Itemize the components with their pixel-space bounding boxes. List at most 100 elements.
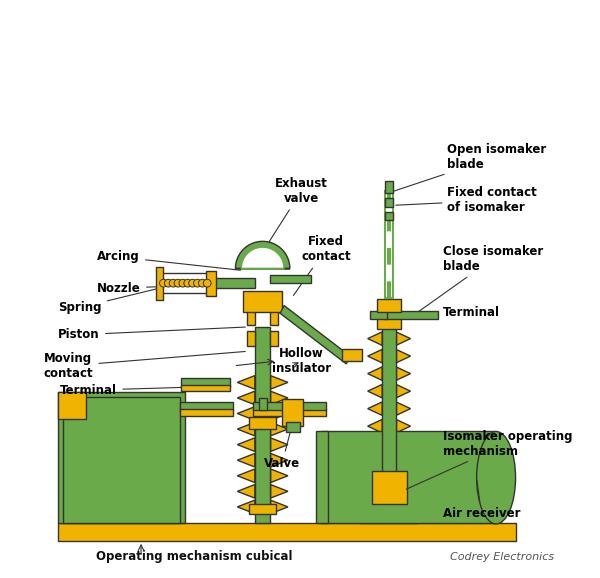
Polygon shape — [396, 384, 410, 398]
FancyBboxPatch shape — [243, 291, 282, 312]
Polygon shape — [396, 454, 410, 468]
Text: Piston: Piston — [58, 327, 245, 341]
Polygon shape — [271, 275, 311, 283]
FancyBboxPatch shape — [161, 273, 209, 293]
FancyBboxPatch shape — [255, 438, 271, 451]
Text: Nozzle: Nozzle — [97, 281, 206, 295]
Polygon shape — [280, 306, 350, 364]
Circle shape — [169, 279, 177, 287]
Polygon shape — [271, 391, 288, 405]
Text: Fixed contact
of isomaker: Fixed contact of isomaker — [396, 187, 537, 214]
Polygon shape — [271, 423, 288, 436]
FancyBboxPatch shape — [271, 309, 278, 325]
FancyBboxPatch shape — [180, 409, 233, 416]
Polygon shape — [396, 367, 410, 380]
FancyBboxPatch shape — [255, 407, 271, 420]
Text: Valve: Valve — [264, 429, 300, 469]
FancyBboxPatch shape — [206, 271, 216, 296]
Polygon shape — [238, 453, 255, 467]
FancyBboxPatch shape — [316, 431, 328, 524]
FancyBboxPatch shape — [382, 402, 396, 416]
Polygon shape — [238, 484, 255, 498]
FancyBboxPatch shape — [58, 392, 86, 420]
Polygon shape — [368, 402, 382, 416]
Polygon shape — [271, 469, 288, 483]
Circle shape — [194, 279, 202, 287]
Polygon shape — [368, 384, 382, 398]
FancyBboxPatch shape — [382, 332, 396, 346]
FancyBboxPatch shape — [360, 500, 418, 524]
FancyBboxPatch shape — [255, 405, 271, 524]
FancyBboxPatch shape — [58, 524, 515, 541]
FancyBboxPatch shape — [377, 299, 401, 312]
Polygon shape — [235, 242, 290, 269]
FancyBboxPatch shape — [286, 423, 299, 432]
Circle shape — [164, 279, 172, 287]
Polygon shape — [271, 484, 288, 498]
Circle shape — [203, 279, 211, 287]
Polygon shape — [238, 500, 255, 514]
Polygon shape — [241, 247, 284, 269]
FancyBboxPatch shape — [255, 469, 271, 483]
Polygon shape — [396, 402, 410, 416]
FancyBboxPatch shape — [255, 327, 271, 405]
Text: Hollow
insulator: Hollow insulator — [272, 347, 331, 375]
FancyBboxPatch shape — [249, 417, 276, 429]
FancyBboxPatch shape — [255, 500, 271, 514]
Polygon shape — [368, 437, 382, 450]
FancyBboxPatch shape — [385, 191, 393, 298]
Polygon shape — [271, 407, 288, 420]
FancyBboxPatch shape — [384, 312, 438, 319]
FancyBboxPatch shape — [253, 402, 326, 410]
FancyBboxPatch shape — [370, 312, 387, 319]
Text: Exhaust
valve: Exhaust valve — [269, 177, 328, 242]
Ellipse shape — [476, 432, 515, 524]
FancyBboxPatch shape — [255, 376, 271, 389]
Text: Close isomaker
blade: Close isomaker blade — [416, 245, 543, 314]
FancyBboxPatch shape — [371, 471, 407, 504]
Polygon shape — [368, 420, 382, 433]
FancyBboxPatch shape — [377, 315, 401, 329]
Text: Terminal: Terminal — [429, 306, 500, 319]
FancyBboxPatch shape — [382, 349, 396, 363]
Polygon shape — [368, 367, 382, 380]
Polygon shape — [396, 349, 410, 363]
FancyBboxPatch shape — [180, 402, 233, 410]
FancyBboxPatch shape — [255, 391, 271, 405]
FancyBboxPatch shape — [382, 327, 396, 473]
FancyBboxPatch shape — [385, 198, 393, 208]
FancyBboxPatch shape — [247, 309, 255, 325]
Polygon shape — [368, 349, 382, 363]
FancyBboxPatch shape — [255, 423, 271, 436]
FancyBboxPatch shape — [155, 266, 163, 300]
FancyBboxPatch shape — [58, 392, 185, 524]
Polygon shape — [238, 438, 255, 451]
Circle shape — [160, 279, 167, 287]
Text: Codrey Electronics: Codrey Electronics — [451, 551, 554, 561]
FancyBboxPatch shape — [249, 504, 276, 514]
Polygon shape — [396, 332, 410, 346]
FancyBboxPatch shape — [255, 453, 271, 467]
FancyBboxPatch shape — [255, 484, 271, 498]
FancyBboxPatch shape — [382, 420, 396, 433]
Circle shape — [174, 279, 182, 287]
Text: Arcing: Arcing — [97, 250, 241, 271]
Circle shape — [184, 279, 191, 287]
Text: Air receiver: Air receiver — [443, 480, 520, 520]
FancyBboxPatch shape — [214, 278, 255, 288]
FancyBboxPatch shape — [259, 398, 266, 410]
Polygon shape — [238, 376, 255, 389]
Text: Open isomaker
blade: Open isomaker blade — [392, 143, 547, 192]
FancyBboxPatch shape — [253, 409, 326, 416]
Polygon shape — [271, 500, 288, 514]
Text: Fixed
contact: Fixed contact — [293, 235, 350, 295]
Text: Moving
contact: Moving contact — [44, 351, 245, 380]
FancyBboxPatch shape — [385, 181, 393, 192]
Polygon shape — [271, 438, 288, 451]
Polygon shape — [238, 391, 255, 405]
FancyBboxPatch shape — [181, 377, 230, 387]
Polygon shape — [396, 437, 410, 450]
Polygon shape — [368, 332, 382, 346]
Polygon shape — [238, 423, 255, 436]
FancyBboxPatch shape — [282, 399, 304, 426]
